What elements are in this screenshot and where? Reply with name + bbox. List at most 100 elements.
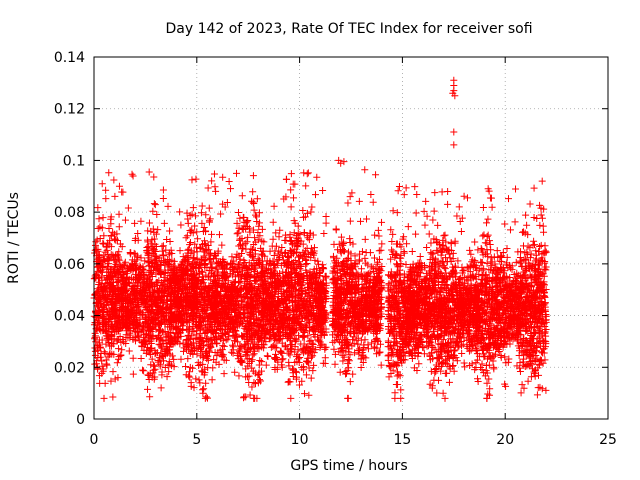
data-point [151, 201, 159, 209]
data-point [249, 188, 257, 196]
data-point [269, 235, 277, 243]
data-point [100, 348, 108, 356]
data-point [211, 183, 219, 191]
data-point [107, 231, 115, 239]
data-point [357, 265, 365, 273]
data-point [198, 202, 206, 210]
data-point [231, 368, 239, 376]
chart-title: Day 142 of 2023, Rate Of TEC Index for r… [165, 21, 532, 37]
data-point [121, 216, 129, 224]
data-point [158, 242, 166, 250]
data-point [269, 218, 277, 226]
data-point [258, 225, 266, 233]
data-point [94, 204, 102, 212]
data-point [272, 229, 280, 237]
data-point [176, 208, 184, 216]
data-point [243, 238, 251, 246]
data-point [109, 393, 117, 401]
data-point [301, 390, 309, 398]
data-point [264, 353, 272, 361]
data-point [286, 341, 294, 349]
data-point [188, 176, 196, 184]
data-point [263, 352, 271, 360]
data-point [282, 236, 290, 244]
data-point [245, 372, 253, 380]
data-point [106, 349, 114, 357]
data-point [146, 267, 154, 275]
data-point [282, 175, 290, 183]
data-point [103, 361, 111, 369]
data-point [176, 247, 184, 255]
data-point [249, 172, 257, 180]
data-point [366, 249, 374, 257]
data-point [148, 355, 156, 363]
data-point [102, 186, 110, 194]
data-point [291, 358, 299, 366]
data-point [200, 385, 208, 393]
data-point [278, 244, 286, 252]
data-point [137, 217, 145, 225]
data-point [322, 213, 330, 221]
data-points [90, 76, 550, 402]
data-point [307, 374, 315, 382]
data-point [369, 198, 377, 206]
data-point [198, 219, 206, 227]
data-point [126, 248, 134, 256]
data-point [236, 255, 244, 263]
data-point [110, 176, 118, 184]
data-point [290, 194, 298, 202]
data-point [355, 197, 363, 205]
data-point [202, 271, 210, 279]
data-point [182, 363, 190, 371]
data-point [99, 214, 107, 222]
data-point [144, 227, 152, 235]
data-point [234, 229, 242, 237]
data-point [344, 199, 352, 207]
data-point [208, 376, 216, 384]
data-point [305, 391, 313, 399]
data-point [337, 233, 345, 241]
data-point [100, 394, 108, 402]
data-point [189, 204, 197, 212]
data-point [150, 173, 158, 181]
data-point [131, 219, 139, 227]
data-point [308, 203, 316, 211]
data-point [349, 370, 357, 378]
data-point [251, 234, 259, 242]
data-point [129, 370, 137, 378]
data-point [287, 170, 295, 178]
data-point [139, 366, 147, 374]
data-point [320, 230, 328, 238]
data-point [229, 343, 237, 351]
data-point [193, 228, 201, 236]
data-point [145, 219, 153, 227]
data-point [240, 393, 248, 401]
data-point [140, 367, 148, 375]
data-point [166, 227, 174, 235]
data-point [198, 367, 206, 375]
data-point [235, 372, 243, 380]
data-point [206, 260, 214, 268]
data-point [184, 219, 192, 227]
data-point [192, 375, 200, 383]
data-point [320, 265, 328, 273]
data-point [208, 177, 216, 185]
data-point [246, 391, 254, 399]
data-point [144, 257, 152, 265]
data-point [109, 368, 117, 376]
data-point [287, 203, 295, 211]
data-point [310, 244, 318, 252]
data-point [219, 173, 227, 181]
data-point [376, 348, 384, 356]
data-point [287, 394, 295, 402]
data-point [285, 377, 293, 385]
data-point [212, 187, 220, 195]
data-point [346, 378, 354, 386]
data-point [363, 215, 371, 223]
data-point [220, 342, 228, 350]
data-point [279, 355, 287, 363]
data-point [137, 254, 145, 262]
data-point [233, 169, 240, 177]
data-point [186, 363, 194, 371]
